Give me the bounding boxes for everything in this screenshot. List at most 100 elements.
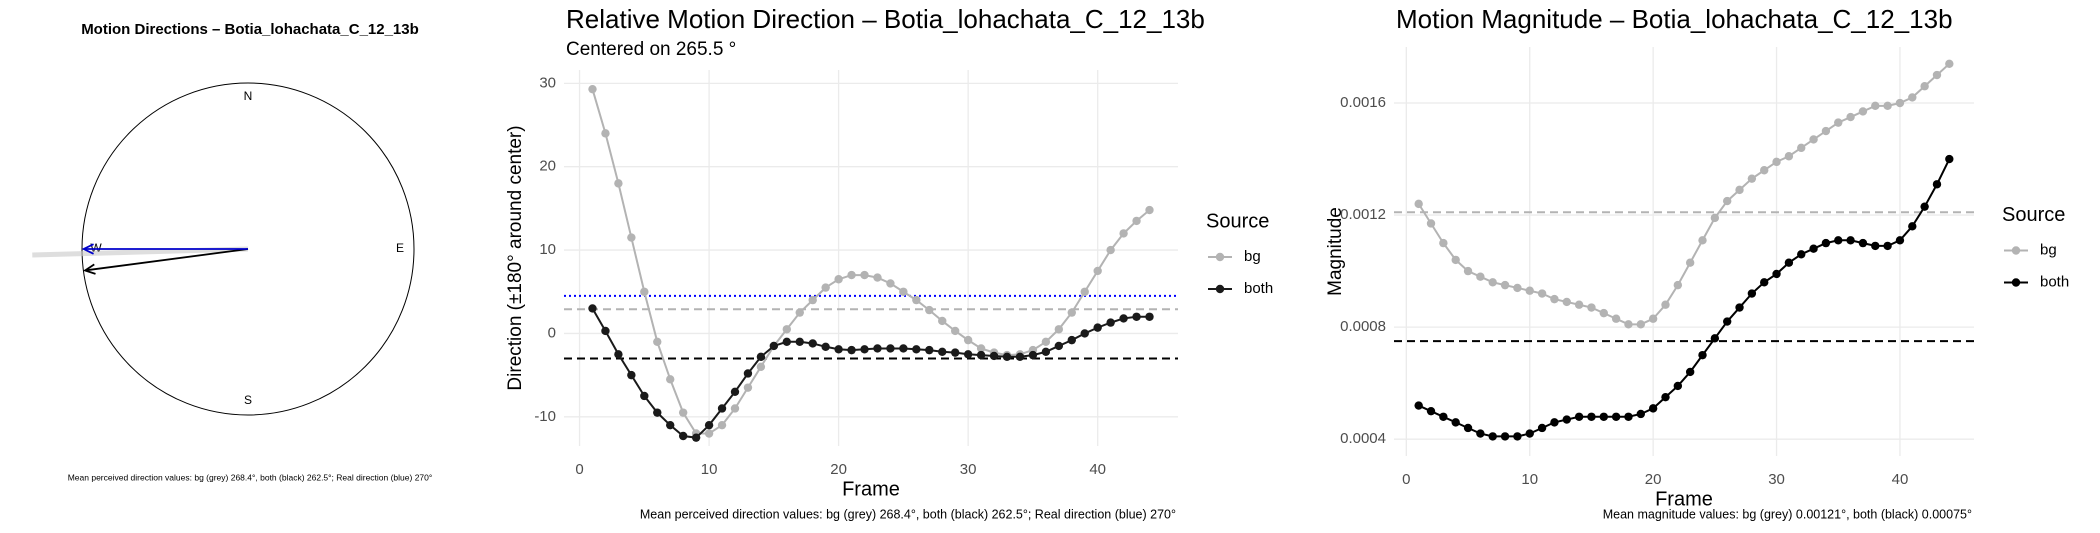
data-point [1562, 297, 1571, 307]
data-point [925, 305, 934, 315]
data-point [1015, 352, 1025, 361]
legend-label: bg [1244, 248, 1261, 265]
data-point [1611, 412, 1621, 421]
data-point [1735, 303, 1744, 312]
y-tick-label: 0.0012 [1340, 206, 1386, 223]
data-point [1772, 157, 1781, 167]
legend-label: bg [2040, 241, 2057, 258]
data-point [1119, 314, 1128, 323]
data-point [886, 279, 895, 288]
data-point [1809, 244, 1818, 253]
data-point [666, 375, 675, 384]
data-point [640, 391, 649, 401]
data-point [1525, 286, 1534, 295]
data-point [1439, 412, 1448, 421]
compass-label: E [396, 241, 404, 255]
data-point [1537, 289, 1547, 298]
data-point [1624, 320, 1633, 329]
data-point [666, 420, 675, 430]
data-point [1673, 280, 1683, 290]
data-point [1041, 337, 1051, 346]
chart-title: Motion Magnitude – Botia_lohachata_C_12_… [1396, 4, 1953, 34]
series-line [1418, 158, 1951, 438]
legend-swatch [2011, 246, 2021, 255]
chart-title: Motion Directions – Botia_lohachata_C_12… [81, 21, 419, 38]
data-point [1895, 98, 1905, 108]
data-point [678, 431, 688, 441]
data-point [1550, 294, 1559, 304]
y-axis-label: Direction (±180° around center) [505, 125, 526, 390]
x-tick-label: 30 [1768, 471, 1785, 488]
data-point [1119, 229, 1128, 238]
data-point [1080, 287, 1089, 296]
data-point [743, 369, 753, 378]
data-point [1747, 289, 1757, 298]
y-tick-label: 0 [548, 324, 556, 341]
data-point [691, 433, 701, 442]
data-point [1463, 423, 1473, 433]
data-point [1439, 238, 1448, 248]
data-point [1599, 308, 1608, 318]
legend-swatch [1215, 284, 1225, 294]
data-point [1698, 350, 1707, 360]
data-point [1525, 429, 1534, 438]
data-point [808, 339, 817, 348]
chart-title: Relative Motion Direction – Botia_lohach… [566, 4, 1205, 34]
data-point [1106, 245, 1115, 255]
legend-label: both [1244, 280, 1273, 297]
data-point [717, 420, 727, 430]
data-point [1093, 323, 1102, 332]
data-point [847, 270, 856, 280]
data-point [834, 275, 843, 284]
y-tick-label: 20 [539, 158, 556, 175]
data-point [795, 308, 804, 317]
data-point [808, 295, 817, 305]
data-point [1562, 415, 1571, 424]
data-point [601, 326, 610, 336]
data-point [860, 345, 869, 354]
data-point [1834, 118, 1843, 127]
data-point [1945, 59, 1954, 69]
data-point [614, 179, 623, 188]
data-point [847, 345, 856, 355]
data-point [1809, 135, 1818, 144]
data-point [1920, 202, 1929, 211]
data-point [912, 345, 921, 354]
x-tick-label: 20 [830, 461, 847, 478]
data-point [1537, 423, 1547, 433]
data-point [1414, 199, 1423, 209]
data-point [1661, 392, 1670, 402]
y-tick-label: -10 [534, 408, 556, 425]
data-point [1685, 367, 1695, 377]
data-point [1945, 154, 1954, 164]
data-point [1698, 236, 1707, 245]
series-line [591, 307, 1150, 439]
data-point [1920, 82, 1929, 91]
data-point [976, 344, 986, 353]
data-point [1797, 250, 1806, 259]
data-point [1908, 222, 1917, 231]
data-point [1797, 143, 1806, 153]
data-point [627, 233, 636, 242]
data-point [1574, 300, 1584, 309]
data-point [1932, 180, 1942, 189]
data-point [963, 335, 973, 345]
data-point [899, 344, 908, 353]
data-point [1760, 166, 1769, 175]
data-point [1451, 418, 1460, 427]
data-point [1002, 352, 1012, 361]
data-point [1932, 70, 1942, 80]
y-tick-label: 0.0016 [1340, 94, 1386, 111]
arrow-head [81, 243, 94, 255]
direction-arrow [32, 246, 249, 258]
data-point [1784, 258, 1794, 267]
arrow-shaft [32, 246, 249, 258]
data-point [1550, 418, 1559, 427]
data-point [1145, 205, 1154, 215]
data-point [1858, 107, 1868, 116]
data-point [1846, 236, 1855, 245]
data-point [756, 352, 766, 361]
data-point [886, 344, 895, 353]
data-point [1426, 219, 1436, 228]
data-point [653, 408, 662, 417]
